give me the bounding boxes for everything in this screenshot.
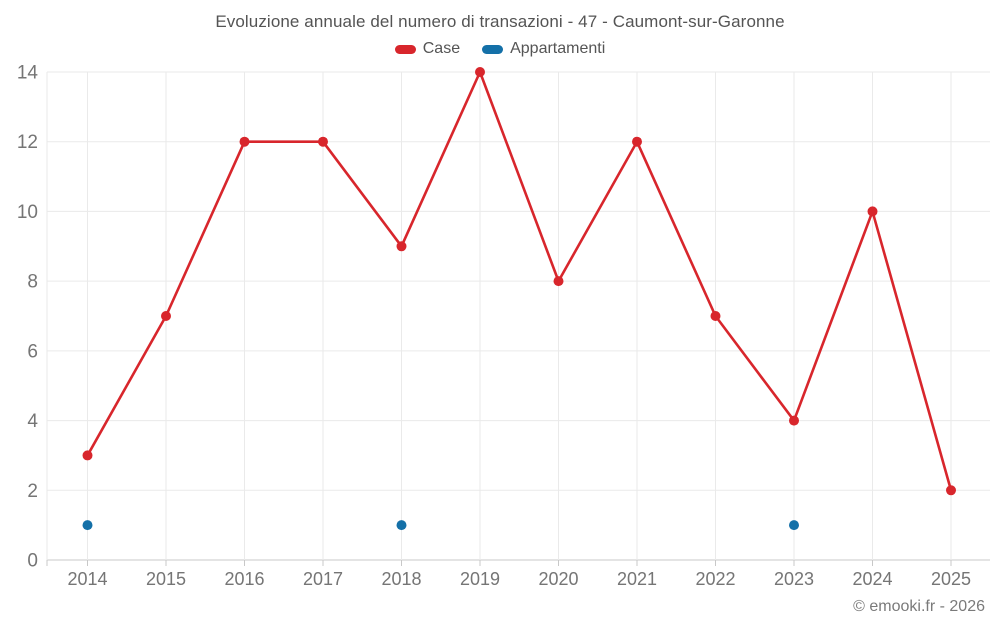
chart-title: Evoluzione annuale del numero di transaz…	[215, 12, 785, 31]
legend-label-appartamenti: Appartamenti	[510, 40, 606, 57]
svg-text:2025: 2025	[931, 569, 971, 589]
svg-text:2023: 2023	[774, 569, 814, 589]
svg-text:2019: 2019	[460, 569, 500, 589]
case-series-swatch-icon	[394, 44, 416, 54]
svg-text:8: 8	[27, 272, 38, 293]
svg-text:2022: 2022	[695, 569, 735, 589]
svg-text:12: 12	[17, 132, 38, 153]
chart-legend: Case Appartamenti	[0, 40, 1000, 58]
svg-text:2015: 2015	[146, 569, 186, 589]
svg-text:10: 10	[17, 202, 38, 223]
svg-text:2020: 2020	[538, 569, 578, 589]
svg-text:2014: 2014	[67, 569, 107, 589]
svg-text:6: 6	[27, 341, 38, 362]
svg-text:4: 4	[27, 411, 38, 432]
svg-text:2: 2	[27, 481, 38, 502]
svg-text:2024: 2024	[852, 569, 892, 589]
svg-text:0: 0	[27, 551, 38, 572]
appartamenti-series-swatch-icon	[482, 44, 504, 54]
legend-label-case: Case	[422, 40, 461, 57]
copyright-credit: © emooki.fr - 2026	[853, 598, 985, 615]
legend-item-case[interactable]: Case	[394, 40, 461, 58]
legend-item-appartamenti[interactable]: Appartamenti	[482, 40, 605, 58]
svg-text:2017: 2017	[303, 569, 343, 589]
svg-text:14: 14	[17, 63, 39, 84]
svg-text:2021: 2021	[617, 569, 657, 589]
svg-text:2018: 2018	[381, 569, 421, 589]
svg-text:2016: 2016	[224, 569, 264, 589]
